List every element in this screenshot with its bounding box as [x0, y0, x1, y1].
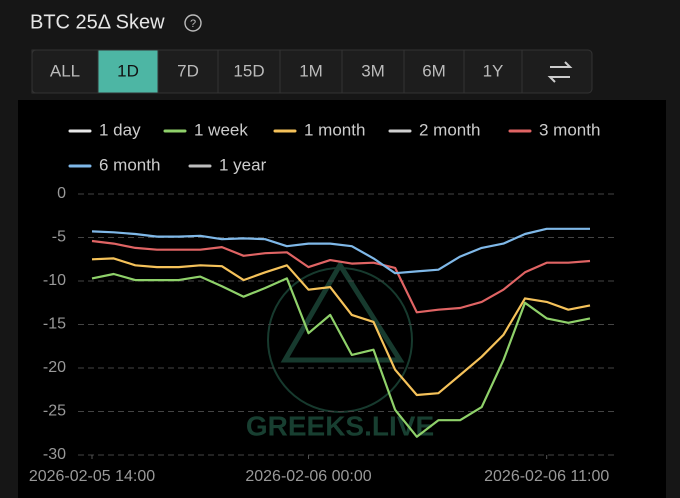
help-icon[interactable]: ? — [184, 14, 202, 32]
chart-panel — [18, 100, 666, 498]
x-tick-label: 2026-02-06 00:00 — [245, 468, 371, 485]
x-tick-label: 2026-02-05 14:00 — [29, 468, 155, 485]
series-line — [91, 239, 591, 314]
legend-label[interactable]: 1 day — [99, 120, 141, 139]
svg-text:?: ? — [190, 18, 196, 30]
range-label: ALL — [50, 61, 80, 80]
watermark: GREEKS.LIVE — [246, 410, 434, 441]
legend-label[interactable]: 1 year — [219, 155, 267, 174]
range-label: 1M — [299, 61, 323, 80]
y-tick-label: -20 — [43, 359, 66, 376]
range-label: 15D — [233, 61, 264, 80]
y-tick-label: 0 — [57, 185, 66, 202]
legend-label[interactable]: 1 week — [194, 120, 248, 139]
y-tick-label: -5 — [52, 229, 66, 246]
watermark-logo — [280, 260, 405, 363]
series-line — [91, 272, 591, 438]
y-tick-label: -15 — [43, 316, 66, 333]
legend-label[interactable]: 1 month — [304, 120, 365, 139]
legend-label[interactable]: 3 month — [539, 120, 600, 139]
range-label: 1D — [117, 61, 139, 80]
range-label: 7D — [177, 61, 199, 80]
swap-icon[interactable] — [547, 61, 573, 83]
range-label: 1Y — [483, 61, 504, 80]
legend-label[interactable]: 2 month — [419, 120, 480, 139]
range-label: 3M — [361, 61, 385, 80]
title: BTC 25Δ Skew — [30, 11, 165, 33]
series-line — [91, 257, 591, 397]
range-label: 6M — [422, 61, 446, 80]
y-tick-label: -10 — [43, 272, 66, 289]
range-button[interactable] — [463, 49, 523, 94]
y-tick-label: -30 — [43, 446, 66, 463]
y-tick-label: -25 — [43, 403, 66, 420]
legend-label[interactable]: 6 month — [99, 155, 160, 174]
x-tick-label: 2026-02-06 11:00 — [484, 468, 609, 485]
series-line — [91, 227, 590, 275]
